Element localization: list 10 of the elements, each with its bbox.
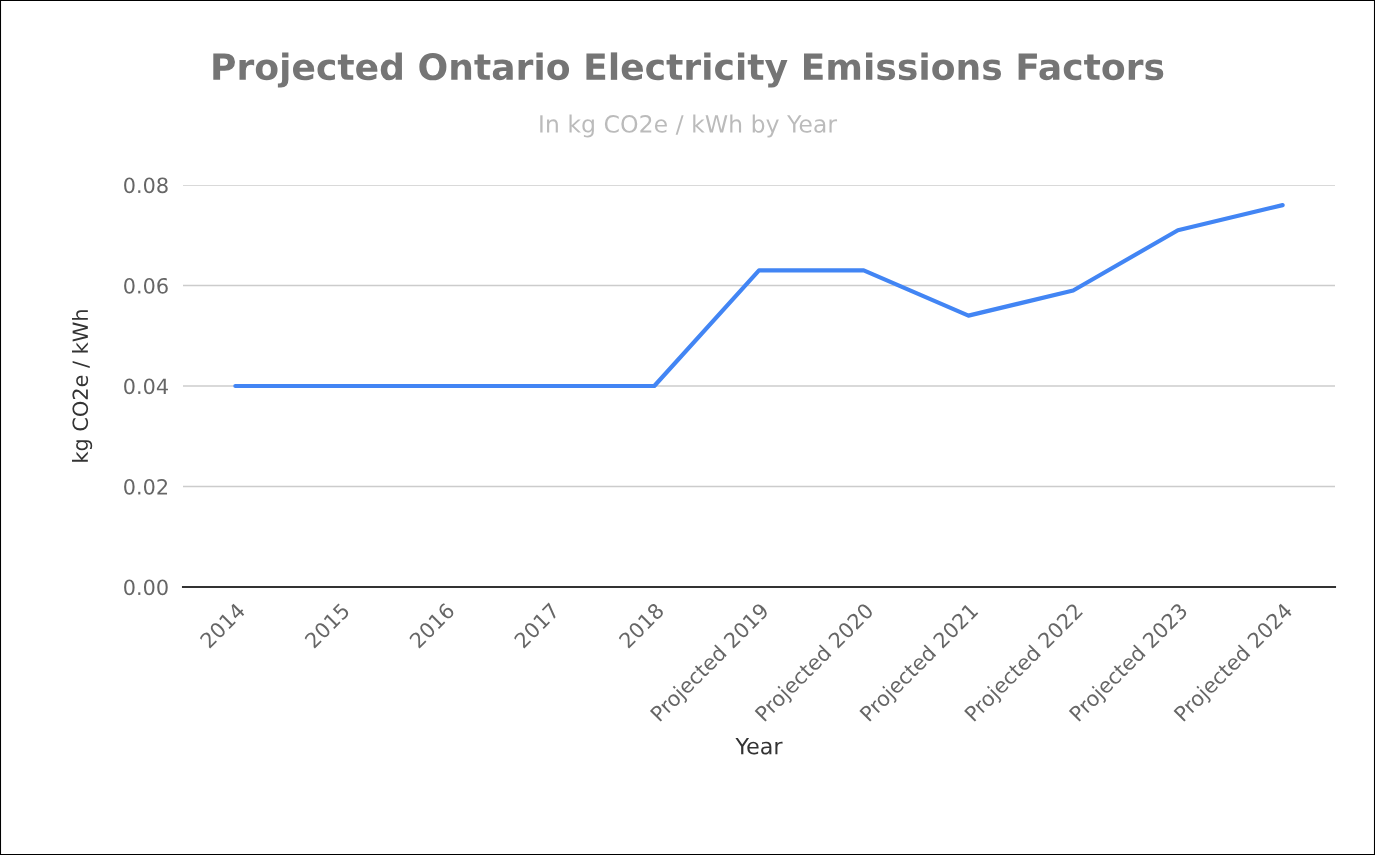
- y-axis-title: kg CO2e / kWh: [72, 310, 93, 462]
- y-tick-label: 0.00: [124, 579, 168, 596]
- y-tick-label: 0.08: [124, 177, 168, 194]
- chart-subtitle: In kg CO2e / kWh by Year: [540, 114, 838, 138]
- line-series: [233, 203, 1285, 389]
- y-tick-label: 0.04: [124, 378, 168, 395]
- chart-title: Projected Ontario Electricity Emissions Factors: [213, 52, 1164, 88]
- x-axis-title: Year: [735, 737, 783, 755]
- y-tick-label: 0.02: [124, 478, 168, 495]
- y-tick-label: 0.06: [124, 277, 168, 294]
